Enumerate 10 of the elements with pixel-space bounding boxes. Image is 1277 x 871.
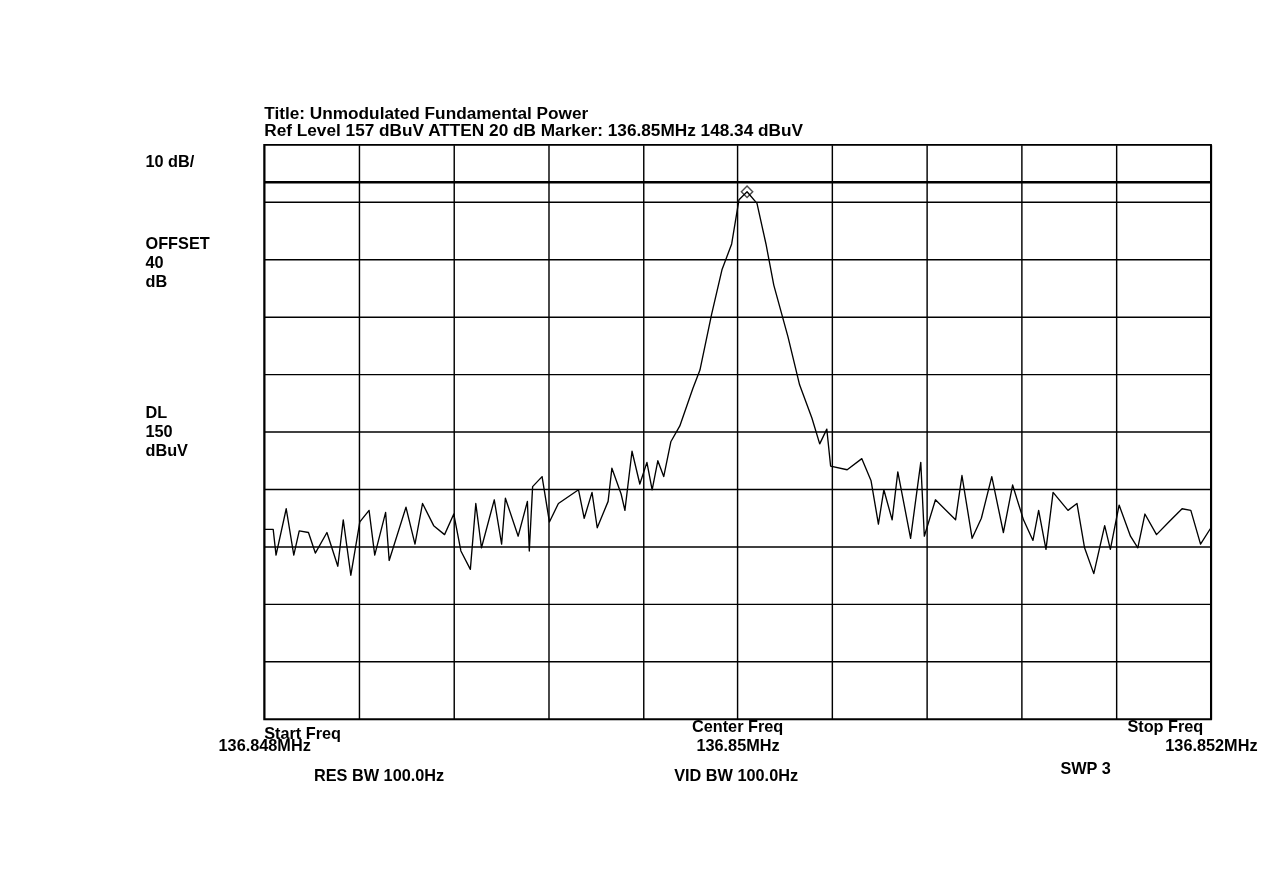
ref-line-label: DL 150 dBuV <box>145 402 189 459</box>
text: SWP 3 <box>1060 758 1111 777</box>
annotation: Center Freq <box>691 716 784 735</box>
x-tick-label: 136.852MHz <box>1165 736 1258 755</box>
text: VID BW 100.0Hz <box>674 766 799 785</box>
text: 10 dB/ <box>145 151 195 170</box>
annotation: Stop Freq <box>1127 716 1204 735</box>
text: RES BW 100.0Hz <box>313 766 445 785</box>
x-tick-label: 136.85MHz <box>696 736 780 755</box>
text: OFFSET 40 dB <box>145 234 210 291</box>
